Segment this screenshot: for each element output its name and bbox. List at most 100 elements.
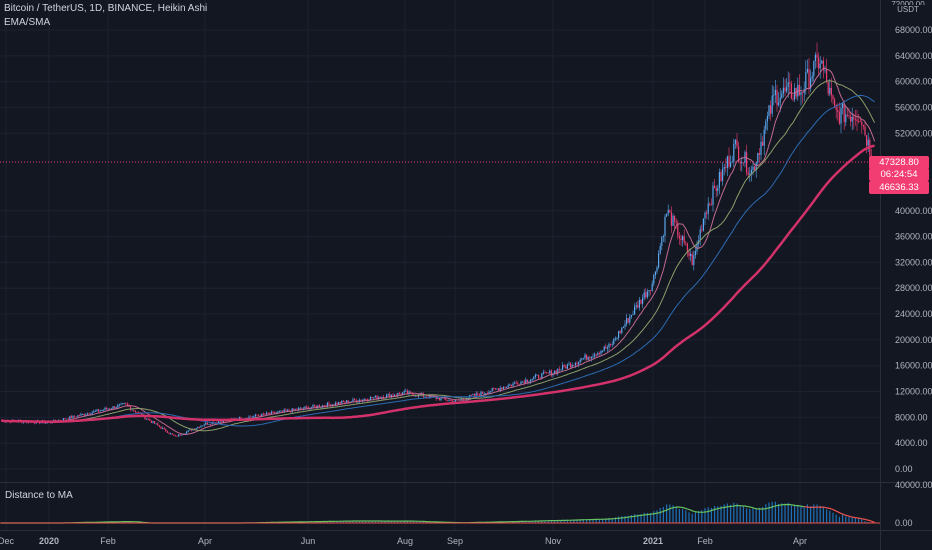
distance-bar [781, 503, 783, 523]
candle-body [837, 109, 839, 112]
candle-body [354, 399, 356, 401]
distance-bar [733, 502, 735, 523]
candle-body [110, 408, 112, 410]
distance-bar [349, 520, 351, 523]
candle-body [570, 363, 572, 368]
candle-body [374, 395, 376, 398]
candle-body [600, 351, 602, 354]
candle-body [733, 144, 735, 162]
candle-body [107, 408, 109, 410]
candle-body [155, 423, 157, 425]
candle-body [434, 396, 436, 398]
candle-body [653, 275, 655, 284]
candle-body [784, 87, 786, 92]
candle-body [266, 412, 268, 415]
candle-body [774, 89, 776, 95]
distance-bar [429, 521, 431, 523]
time-axis-label: Nov [545, 536, 562, 546]
candle-body [654, 271, 656, 276]
candle-body [766, 116, 768, 122]
candle-body [754, 166, 756, 171]
candle-body [379, 397, 381, 399]
distance-bar [397, 520, 399, 523]
candle-body [394, 395, 396, 396]
oscillator-label[interactable]: Distance to MA [5, 490, 73, 501]
candle-body [474, 394, 476, 396]
candle-body [205, 422, 207, 425]
distance-bar [522, 521, 524, 523]
candle-body [805, 72, 807, 89]
candle-body [78, 415, 80, 417]
candle-body [74, 415, 76, 417]
time-axis-label: Jun [301, 536, 316, 546]
distance-bar [595, 519, 597, 523]
distance-bar [355, 521, 357, 523]
candle-body [544, 372, 546, 374]
candle-body [67, 418, 69, 420]
distance-bar [707, 507, 709, 523]
distance-bar [819, 505, 821, 523]
distance-bar [611, 518, 613, 523]
candle-body [646, 291, 648, 298]
candle-body [317, 405, 319, 408]
candle-body [162, 428, 164, 429]
distance-bar [602, 518, 604, 523]
candle-body [651, 283, 653, 291]
distance-bar [797, 504, 799, 523]
candle-body [165, 428, 167, 432]
price-axis-tick-label: 8000.00 [895, 412, 928, 422]
candle-body [627, 318, 629, 323]
candle-body [573, 365, 575, 366]
candle-body [166, 431, 168, 433]
distance-bar [726, 503, 728, 523]
countdown-tag: 06:24:54 [869, 168, 929, 181]
candle-body [760, 141, 762, 155]
candle-body [221, 421, 223, 423]
candle-body [306, 406, 308, 408]
candle-body [342, 400, 344, 402]
candle-body [514, 382, 516, 384]
candle-body [275, 412, 277, 414]
candle-body [392, 394, 394, 396]
candle-body [680, 238, 682, 241]
candle-body [541, 373, 543, 379]
distance-bar [790, 505, 792, 523]
candle-body [704, 212, 706, 219]
candle-body [771, 95, 773, 114]
distance-bar [621, 516, 623, 523]
candle-body [190, 429, 192, 431]
distance-bar [384, 521, 386, 523]
candle-body [683, 236, 685, 243]
time-axis-label: Feb [697, 536, 713, 546]
distance-bar [682, 509, 684, 523]
candle-body [608, 343, 610, 348]
candle-body [598, 353, 600, 354]
distance-bar [336, 521, 338, 523]
distance-bar [608, 517, 610, 523]
candle-body [240, 417, 242, 420]
candle-body [109, 408, 111, 410]
candle-body [592, 356, 594, 358]
distance-bar [563, 519, 565, 523]
distance-bar [691, 513, 693, 523]
symbol-title[interactable]: Bitcoin / TetherUS, 1D, BINANCE, Heikin … [4, 3, 208, 14]
distance-bar [698, 511, 700, 523]
price-axis-tick-label: 40000.00 [895, 206, 932, 216]
candle-body [146, 418, 148, 420]
candle-body [843, 103, 845, 123]
candle-body [690, 253, 692, 256]
candle-body [782, 87, 784, 94]
indicator-label[interactable]: EMA/SMA [4, 17, 51, 28]
distance-bar [381, 520, 383, 523]
distance-bar [762, 506, 764, 523]
price-axis-unit[interactable]: 72000.00 USDT [888, 0, 928, 14]
candle-body [830, 87, 832, 96]
distance-bar [614, 517, 616, 523]
candle-body [672, 215, 674, 226]
candle-body [523, 381, 525, 384]
price-axis-tick-label: 16000.00 [895, 361, 932, 371]
candle-body [501, 387, 503, 390]
candle-body [853, 116, 855, 120]
